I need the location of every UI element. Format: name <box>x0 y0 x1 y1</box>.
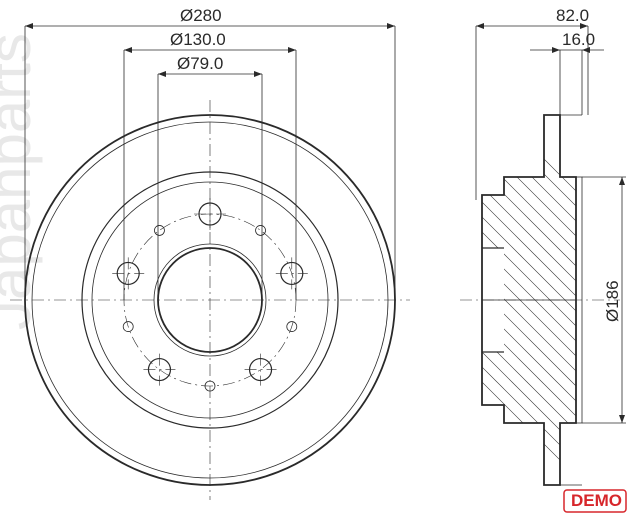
dim-disc-thickness: 16.0 <box>562 30 595 49</box>
dim-hat-diameter: Ø186 <box>603 280 622 322</box>
drawing-canvas: Japanparts <box>0 0 640 519</box>
dim-center-bore: Ø79.0 <box>177 54 223 73</box>
svg-text:DEMO: DEMO <box>571 491 622 510</box>
dim-overall-width: 82.0 <box>556 6 589 25</box>
aux-hole <box>154 225 164 235</box>
side-section-view <box>460 75 620 500</box>
dim-outer-diameter: Ø280 <box>180 6 222 25</box>
demo-stamp: DEMO <box>564 490 626 512</box>
front-view <box>10 100 410 500</box>
dim-bolt-circle: Ø130.0 <box>170 30 226 49</box>
watermark-text: Japanparts <box>0 33 43 330</box>
aux-hole <box>256 225 266 235</box>
section-hatch <box>460 75 600 500</box>
